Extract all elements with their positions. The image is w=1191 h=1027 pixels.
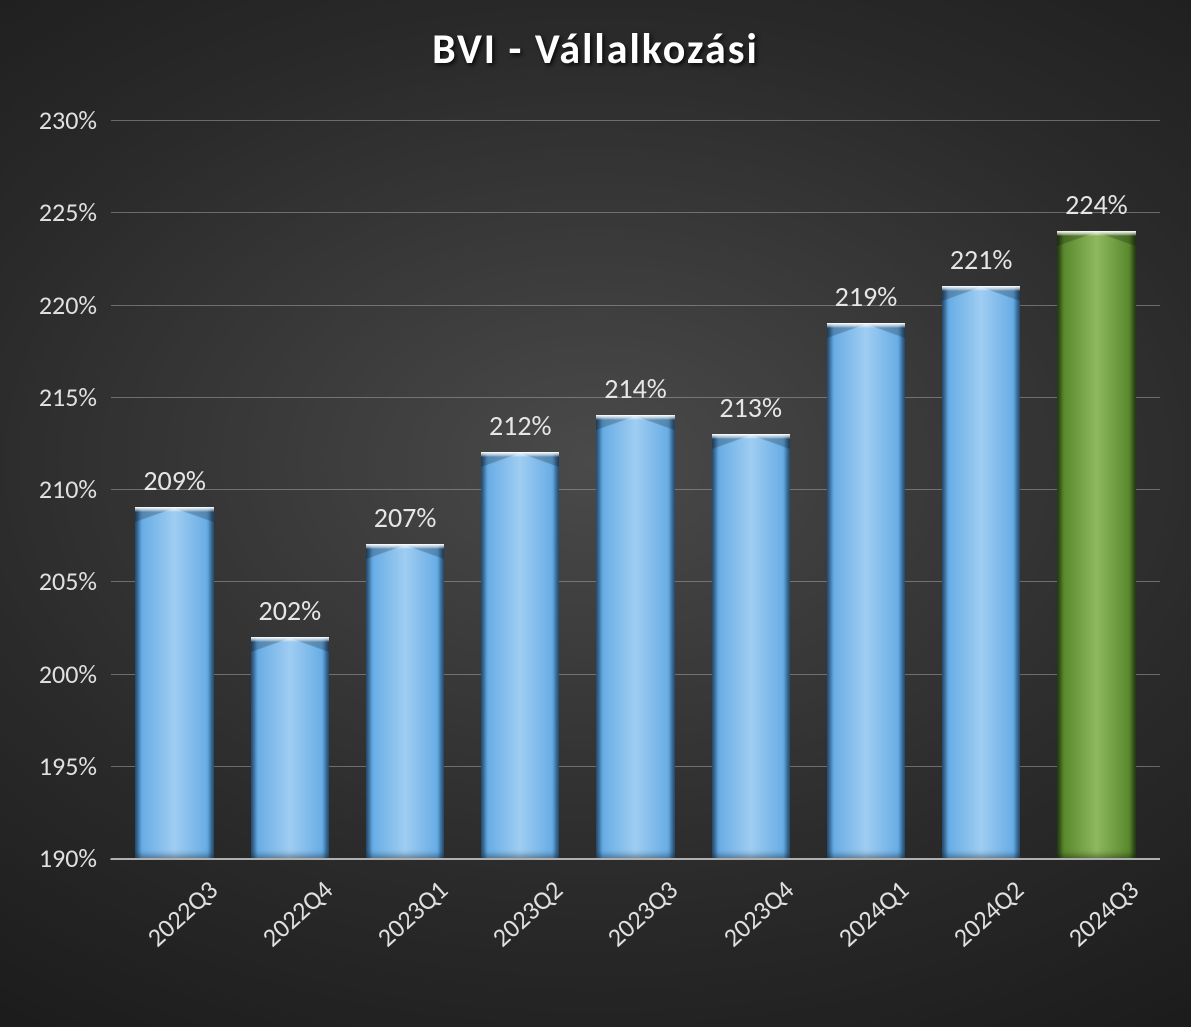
bar-slot: 209%2022Q3 — [117, 120, 232, 858]
xtick-label: 2023Q1 — [364, 866, 454, 953]
xtick-label: 2024Q1 — [825, 866, 915, 953]
bar-value-label: 207% — [374, 500, 437, 535]
bar-value-label: 209% — [143, 463, 206, 498]
ytick-label: 230% — [39, 104, 111, 136]
bar-value-label: 224% — [1065, 187, 1128, 222]
bar: 213% — [712, 434, 790, 858]
bar-value-label: 221% — [950, 242, 1013, 277]
gridline — [111, 858, 1160, 859]
bar-value-label: 202% — [259, 593, 322, 628]
ytick-label: 205% — [39, 565, 111, 597]
plot-area: 209%2022Q3202%2022Q4207%2023Q1212%2023Q2… — [110, 120, 1160, 860]
bar: 212% — [481, 452, 559, 858]
ytick-label: 210% — [39, 473, 111, 505]
xtick-label: 2023Q4 — [710, 866, 800, 953]
bar: 219% — [827, 323, 905, 858]
bar-value-label: 212% — [489, 408, 552, 443]
ytick-label: 220% — [39, 289, 111, 321]
bar-slot: 213%2023Q4 — [693, 120, 808, 858]
ytick-label: 190% — [39, 842, 111, 874]
bar-slot: 221%2024Q2 — [924, 120, 1039, 858]
ytick-label: 195% — [39, 750, 111, 782]
bar: 202% — [251, 637, 329, 858]
xtick-label: 2024Q3 — [1055, 866, 1145, 953]
bar: 214% — [596, 415, 674, 858]
ytick-label: 225% — [39, 196, 111, 228]
bar-slot: 219%2024Q1 — [808, 120, 923, 858]
bar: 224% — [1057, 231, 1135, 858]
bar-slot: 224%2024Q3 — [1039, 120, 1154, 858]
bars-container: 209%2022Q3202%2022Q4207%2023Q1212%2023Q2… — [111, 120, 1160, 858]
bar-slot: 207%2023Q1 — [347, 120, 462, 858]
xtick-label: 2022Q3 — [133, 866, 223, 953]
xtick-label: 2023Q3 — [594, 866, 684, 953]
bar-value-label: 214% — [604, 371, 667, 406]
bar-slot: 202%2022Q4 — [232, 120, 347, 858]
bar: 221% — [942, 286, 1020, 858]
ytick-label: 215% — [39, 381, 111, 413]
bar-slot: 214%2023Q3 — [578, 120, 693, 858]
bar: 207% — [366, 544, 444, 858]
ytick-label: 200% — [39, 658, 111, 690]
bar: 209% — [135, 507, 213, 858]
xtick-label: 2024Q2 — [940, 866, 1030, 953]
bar-value-label: 219% — [835, 279, 898, 314]
xtick-label: 2022Q4 — [249, 866, 339, 953]
chart-title: BVI - Vállalkozási — [0, 24, 1191, 75]
xtick-label: 2023Q2 — [479, 866, 569, 953]
bar-slot: 212%2023Q2 — [463, 120, 578, 858]
bar-value-label: 213% — [719, 390, 782, 425]
